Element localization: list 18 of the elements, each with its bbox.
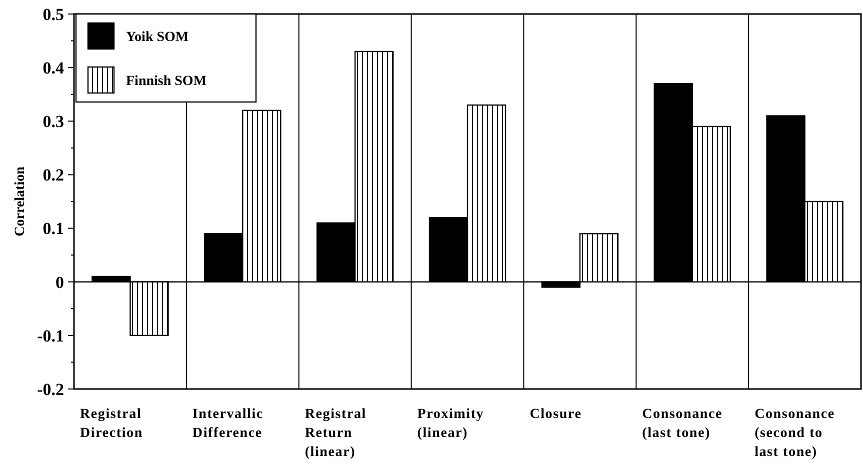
y-tick-label: 0.1: [42, 219, 64, 238]
y-tick-label: -0.2: [37, 380, 64, 399]
y-tick-label: 0.4: [42, 58, 64, 78]
legend-label: Finnish SOM: [126, 74, 207, 89]
x-tick-label: Intervallic Difference: [192, 407, 264, 441]
y-tick-label: 0.2: [42, 166, 64, 185]
y-tick-label: 0.3: [42, 112, 64, 132]
x-tick-label: Registral Direction: [80, 407, 143, 441]
y-axis-title: Correlation: [13, 166, 28, 236]
y-tick-label: 0: [56, 272, 64, 292]
x-tick-label: Consonance (last tone): [642, 407, 722, 441]
x-tick-label: Closure: [530, 407, 582, 422]
x-tick-label: Registral Return (linear): [304, 407, 366, 460]
legend-label: Yoik SOM: [126, 30, 189, 45]
x-tick-label: Consonance (second to last tone): [754, 407, 835, 460]
y-tick-label: 0.5: [42, 4, 64, 24]
y-tick-label: -0.1: [37, 326, 64, 346]
x-tick-label: Proximity (linear): [417, 407, 484, 441]
